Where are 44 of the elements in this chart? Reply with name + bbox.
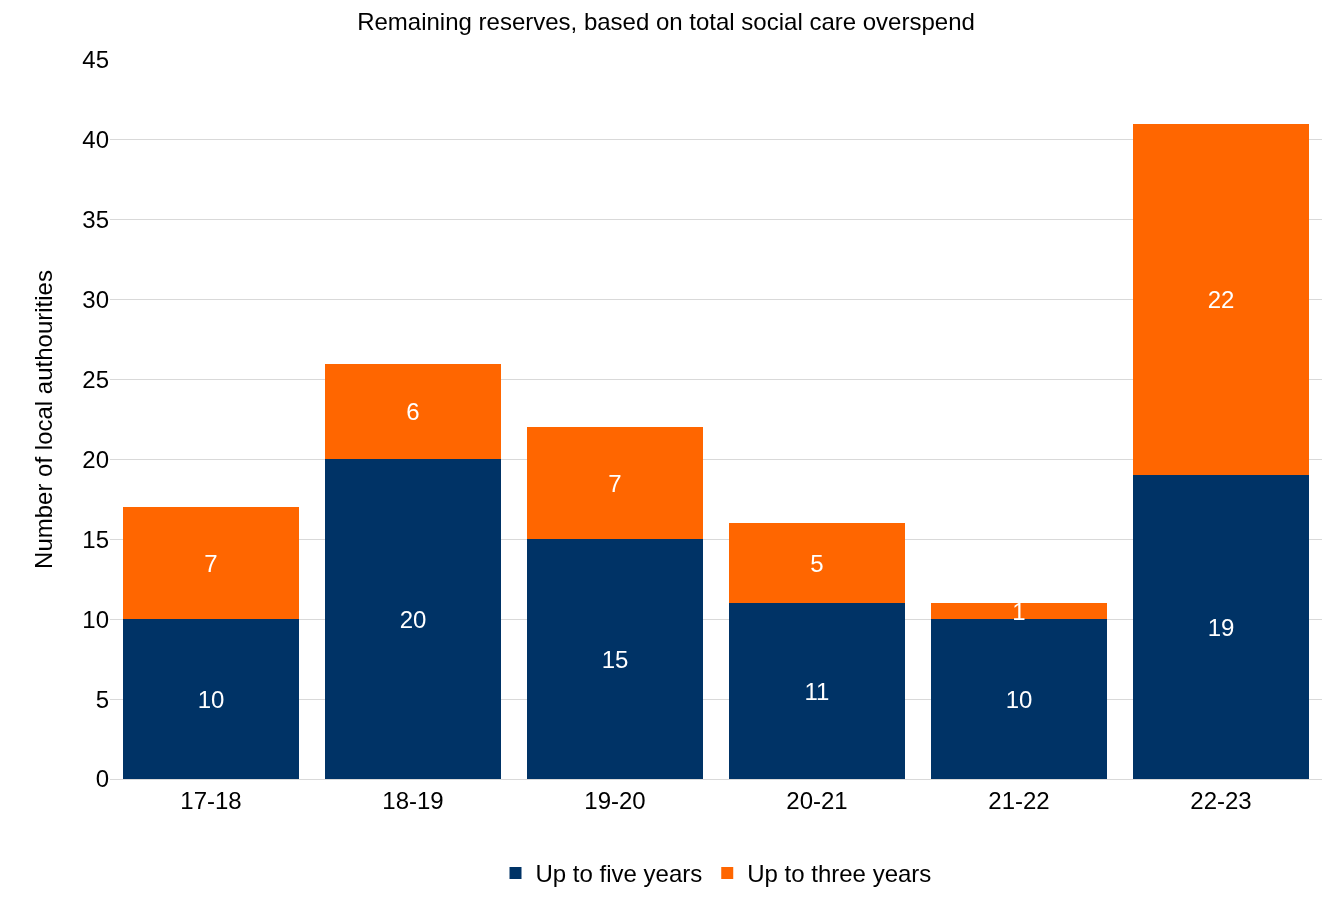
bar: [325, 459, 501, 779]
chart-title: Remaining reserves, based on total social care overspend: [357, 8, 975, 36]
data-label: 22: [1207, 286, 1235, 314]
y-tick-label: 35: [82, 206, 109, 234]
legend-label: Up to five years: [535, 860, 703, 888]
data-label: 19: [1207, 613, 1235, 641]
bar: [325, 363, 501, 460]
data-label: 5: [810, 549, 824, 577]
bar: [1133, 475, 1309, 779]
x-tick-label: 22-23: [1190, 786, 1252, 814]
bar: [931, 603, 1107, 620]
y-tick-label: 20: [82, 445, 109, 473]
y-tick-label: 15: [82, 525, 109, 553]
y-axis-title: Number of local authourities: [30, 270, 57, 569]
data-label: 10: [197, 685, 225, 713]
data-label: 10: [1005, 685, 1033, 713]
data-label: 15: [601, 645, 629, 673]
bar: [729, 603, 905, 779]
y-tick-label: 45: [82, 46, 109, 74]
bar: [729, 523, 905, 604]
data-label: 6: [406, 398, 420, 426]
data-label: 1: [1012, 597, 1026, 625]
y-tick-label: 0: [95, 765, 109, 793]
x-tick-label: 19-20: [584, 786, 646, 814]
y-tick-label: 30: [82, 286, 109, 314]
bar: [123, 619, 299, 779]
x-tick-label: 18-19: [382, 786, 444, 814]
bar: [1133, 123, 1309, 476]
x-tick-label: 20-21: [786, 786, 848, 814]
bar: [931, 619, 1107, 779]
x-tick-label: 21-22: [988, 786, 1050, 814]
y-tick-label: 25: [82, 365, 109, 393]
data-label: 20: [399, 605, 427, 633]
data-label: 7: [204, 549, 218, 577]
legend-label: Up to three years: [747, 860, 932, 888]
data-label: 11: [804, 677, 830, 705]
bar: [123, 507, 299, 620]
x-tick-label: 17-18: [180, 786, 242, 814]
y-tick-label: 5: [95, 685, 109, 713]
data-label: 7: [608, 469, 622, 497]
y-tick-label: 40: [82, 126, 109, 154]
bar: [527, 539, 703, 779]
bar: [527, 427, 703, 540]
y-tick-label: 10: [82, 605, 109, 633]
